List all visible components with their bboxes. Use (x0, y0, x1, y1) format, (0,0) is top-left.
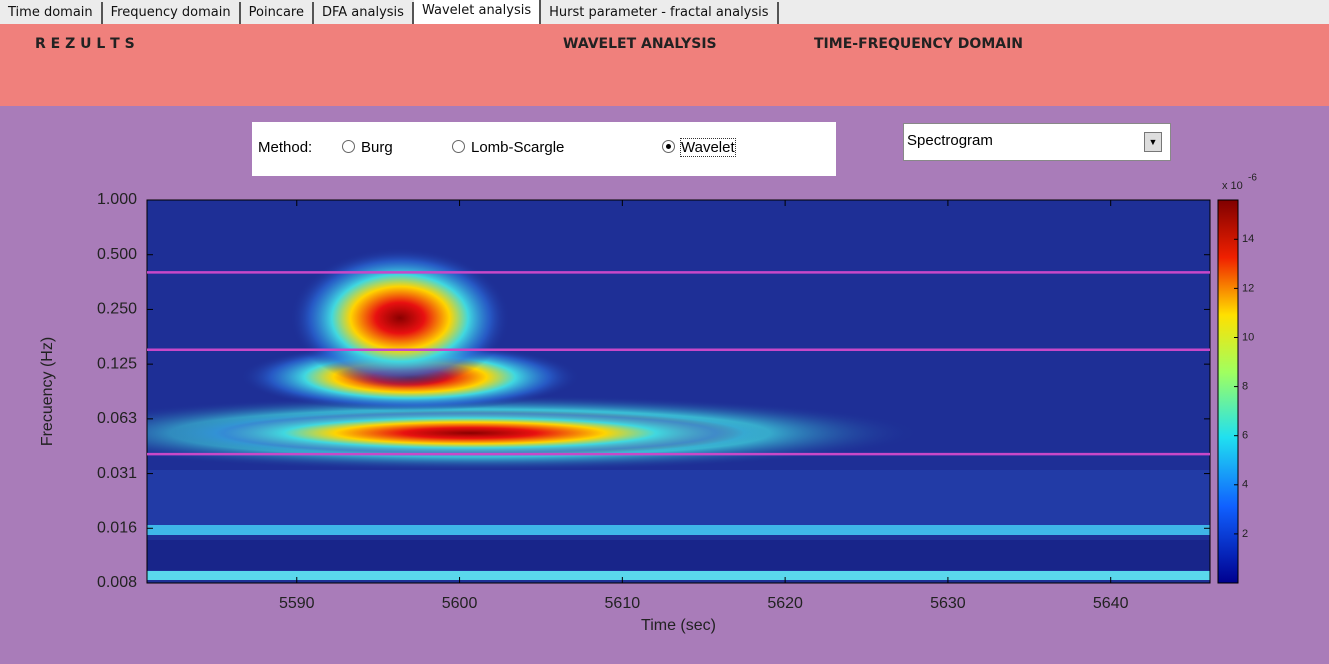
y-tick-label: 0.008 (97, 574, 137, 591)
y-tick-label: 0.125 (97, 355, 137, 372)
method-panel: Method: Burg Lomb-Scargle Wavelet (252, 122, 836, 176)
radio-option[interactable]: Burg (342, 139, 393, 156)
x-tick-label: 5630 (930, 595, 966, 612)
heatmap (147, 200, 1210, 583)
colorbar-tick-label: 8 (1242, 380, 1248, 392)
y-tick-label: 0.250 (97, 301, 137, 318)
tab[interactable]: DFA analysis (314, 2, 414, 24)
x-axis-label: Time (sec) (641, 617, 716, 634)
y-tick-label: 0.016 (97, 520, 137, 537)
x-tick-label: 5610 (605, 595, 641, 612)
x-tick-label: 5600 (442, 595, 478, 612)
y-tick-label: 1.000 (97, 191, 137, 208)
radio-label: Burg (361, 139, 393, 156)
colorbar-exponent: -6 (1248, 173, 1257, 184)
dropdown[interactable]: Spectrogram ▼ (903, 123, 1171, 161)
radio-option[interactable]: Wavelet (662, 138, 736, 157)
colorbar (1217, 199, 1239, 584)
x-tick-label: 5640 (1093, 595, 1129, 612)
y-tick-label: 0.031 (97, 465, 137, 482)
tab[interactable]: Frequency domain (103, 2, 241, 24)
y-tick-label: 0.500 (97, 246, 137, 263)
method-label: Method: (258, 139, 313, 156)
radio-label: Lomb-Scargle (471, 139, 565, 156)
colorbar-tick-label: 6 (1242, 430, 1248, 442)
tab[interactable]: Hurst parameter - fractal analysis (541, 2, 779, 24)
tab[interactable]: Time domain (0, 2, 103, 24)
tab[interactable]: Wavelet analysis (413, 0, 542, 24)
x-tick-label: 5620 (767, 595, 803, 612)
colorbar-tick-label: 12 (1242, 282, 1254, 294)
radio-button[interactable] (662, 140, 675, 153)
radio-label: Wavelet (680, 138, 736, 157)
colorbar-scale: x 10 (1222, 180, 1243, 192)
radio-button[interactable] (452, 140, 465, 153)
colorbar-tick-label: 14 (1242, 233, 1254, 245)
colorbar-tick-label: 4 (1242, 479, 1248, 491)
colorbar-tick-label: 10 (1242, 331, 1254, 343)
plot-frame (146, 199, 1211, 584)
y-tick-label: 0.063 (97, 410, 137, 427)
header-title: R E Z U L T S (35, 36, 135, 52)
tab[interactable]: Poincare (241, 2, 314, 24)
header-domain: TIME-FREQUENCY DOMAIN (814, 36, 1024, 52)
y-axis-label: Frecuency (Hz) (39, 337, 56, 446)
tab-bar: Time domain Frequency domain Poincare DFA a… (0, 0, 1329, 24)
x-tick-label: 5590 (279, 595, 315, 612)
header-analysis: WAVELET ANALYSIS (563, 36, 717, 52)
colorbar-tick-label: 2 (1242, 528, 1248, 540)
radio-button[interactable] (342, 140, 355, 153)
header: R E Z U L T S WAVELET ANALYSIS TIME-FREQ… (0, 24, 1329, 106)
dropdown-value: Spectrogram (907, 132, 993, 149)
dropdown-arrow[interactable]: ▼ (1144, 132, 1162, 152)
radio-option[interactable]: Lomb-Scargle (452, 139, 564, 156)
